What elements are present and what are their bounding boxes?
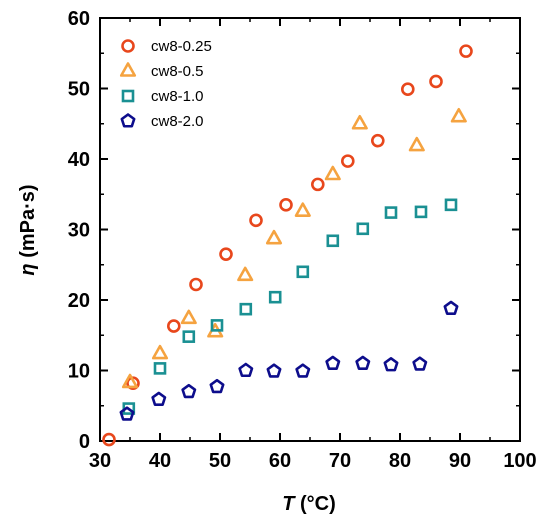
data-point — [355, 355, 371, 371]
x-tick-label: 80 — [389, 450, 411, 472]
y-tick-label: 30 — [68, 220, 90, 242]
data-point — [400, 82, 415, 97]
data-point — [351, 114, 368, 130]
data-point — [383, 357, 399, 372]
data-point — [325, 355, 341, 371]
data-point — [414, 205, 428, 219]
data-point — [356, 222, 370, 236]
x-tick-label: 90 — [449, 450, 471, 472]
x-tick-label: 50 — [209, 450, 231, 472]
legend-label: cw8-0.25 — [151, 38, 212, 55]
series-cw8-0.5 — [121, 107, 467, 389]
legend: cw8-0.25 cw8-0.5 cw8-1.0 cw8-2.0 — [119, 38, 212, 130]
data-point — [153, 362, 167, 375]
legend-marker — [119, 62, 137, 77]
data-point — [324, 165, 341, 181]
data-point — [121, 373, 139, 389]
series-cw8-0.25 — [102, 44, 473, 447]
data-point — [296, 265, 310, 279]
x-axis-title: T (°C) — [282, 493, 336, 515]
data-point — [429, 74, 443, 89]
data-point — [408, 136, 425, 152]
data-point — [182, 330, 196, 343]
data-point — [237, 266, 254, 282]
y-axis-symbol: η — [17, 263, 39, 275]
data-point — [151, 344, 169, 360]
legend-item: cw8-0.5 — [119, 62, 204, 80]
data-point — [384, 206, 398, 219]
data-point — [266, 363, 282, 378]
legend-label: cw8-0.5 — [151, 63, 204, 80]
x-tick-label: 100 — [503, 450, 536, 472]
axes — [99, 17, 521, 442]
legend-item: cw8-1.0 — [121, 88, 204, 105]
data-point — [238, 362, 254, 378]
data-point — [102, 432, 116, 447]
y-axis-title: η (mPa·s) — [17, 184, 39, 275]
data-point — [119, 406, 135, 421]
data-point — [310, 177, 325, 192]
data-point — [181, 383, 197, 399]
legend-label: cw8-1.0 — [151, 88, 204, 105]
data-point — [189, 277, 203, 292]
legend-item: cw8-0.25 — [121, 38, 212, 55]
data-point — [370, 133, 385, 148]
data-point — [219, 247, 233, 261]
series-cw8-2.0 — [119, 300, 459, 421]
data-point — [294, 202, 311, 217]
data-point — [443, 300, 459, 316]
legend-marker — [120, 113, 136, 128]
tick-labels: 30 40 50 60 70 80 90 100 0 10 20 30 40 50 60 — [68, 8, 537, 472]
data-point — [444, 198, 458, 212]
data-point — [295, 363, 311, 378]
x-tick-label: 70 — [329, 450, 351, 472]
y-tick-label: 40 — [68, 149, 90, 171]
data-point — [265, 229, 283, 245]
data-points — [102, 44, 473, 447]
data-point — [268, 290, 282, 304]
legend-marker — [121, 39, 135, 53]
data-point — [167, 319, 181, 333]
y-tick-label: 50 — [68, 79, 90, 101]
data-point — [210, 319, 224, 332]
legend-item: cw8-2.0 — [120, 113, 204, 130]
data-point — [209, 378, 225, 394]
data-point — [180, 309, 197, 325]
data-point — [151, 391, 167, 406]
legend-marker — [121, 89, 135, 103]
data-point — [412, 356, 428, 371]
x-tick-label: 40 — [149, 450, 171, 472]
data-point — [239, 302, 253, 316]
plot-frame — [99, 17, 521, 442]
legend-label: cw8-2.0 — [151, 113, 204, 130]
y-axis-unit: (mPa·s) — [17, 184, 39, 263]
data-point — [279, 198, 293, 212]
x-tick-label: 60 — [269, 450, 291, 472]
y-tick-label: 0 — [79, 431, 90, 453]
x-tick-label: 30 — [89, 450, 111, 472]
data-point — [450, 107, 467, 123]
y-tick-label: 10 — [68, 361, 90, 383]
data-point — [340, 154, 355, 168]
data-point — [326, 234, 340, 248]
y-tick-label: 20 — [68, 290, 90, 312]
x-axis-unit: (°C) — [294, 493, 335, 515]
y-tick-label: 60 — [68, 8, 90, 30]
x-axis-symbol: T — [282, 493, 296, 515]
data-point — [249, 213, 263, 228]
data-point — [459, 44, 473, 58]
series-cw8-1.0 — [122, 198, 458, 415]
